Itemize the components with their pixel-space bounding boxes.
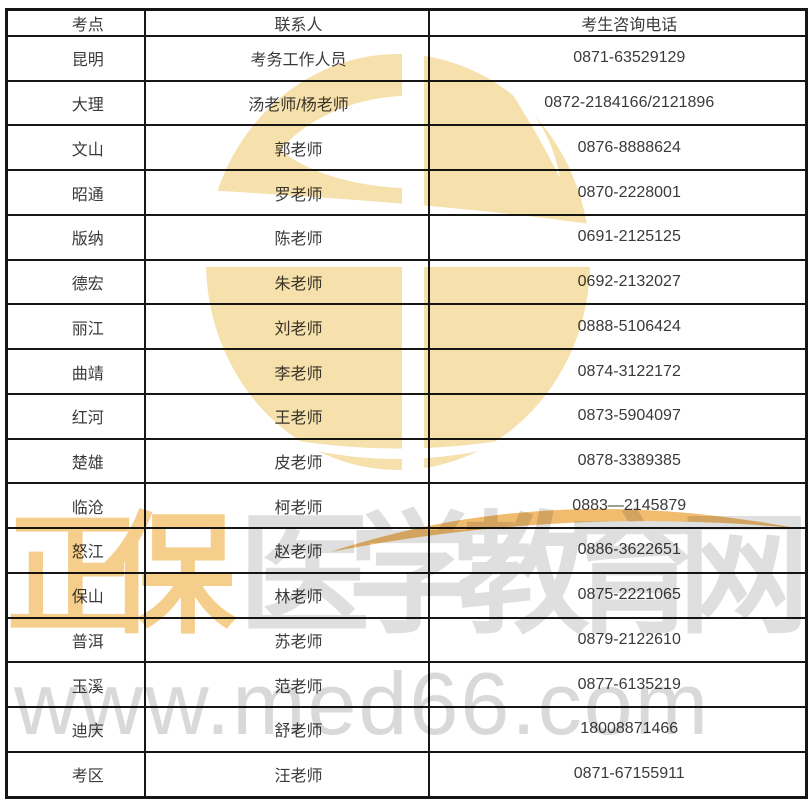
site-cell: 版纳: [5, 213, 146, 261]
site-cell: 文山: [5, 124, 146, 172]
site-cell: 昭通: [5, 169, 146, 216]
phone-cell: 0873-5904097: [427, 392, 808, 440]
table-row: 版纳 陈老师 0691-2125125: [5, 213, 808, 261]
phone-cell: 0871-63529129: [427, 35, 808, 82]
phone-cell: 18008871466: [427, 706, 808, 753]
phone-cell: 0877-6135219: [427, 661, 808, 709]
table-row: 保山 林老师 0875-2221065: [5, 571, 808, 619]
contact-cell: 范老师: [143, 661, 430, 709]
phone-cell: 0888-5106424: [427, 303, 808, 351]
contact-cell: 王老师: [143, 392, 430, 440]
contact-cell: 汤老师/杨老师: [143, 79, 430, 127]
table-row: 丽江 刘老师 0888-5106424: [5, 303, 808, 351]
phone-cell: 0875-2221065: [427, 571, 808, 619]
contact-table: 考点 联系人 考生咨询电话 昆明 考务工作人员 0871-63529129 大理 汤老师…: [5, 8, 808, 799]
table-row: 文山 郭老师 0876-8888624: [5, 124, 808, 172]
table-row: 玉溪 范老师 0877-6135219: [5, 661, 808, 709]
table-row: 昭通 罗老师 0870-2228001: [5, 169, 808, 216]
contact-cell: 皮老师: [143, 437, 430, 485]
phone-cell: 0870-2228001: [427, 169, 808, 216]
table-row: 昆明 考务工作人员 0871-63529129: [5, 35, 808, 82]
site-cell: 考区: [5, 750, 146, 799]
table-row: 曲靖 李老师 0874-3122172: [5, 348, 808, 395]
phone-cell: 0876-8888624: [427, 124, 808, 172]
table-row: 德宏 朱老师 0692-2132027: [5, 258, 808, 306]
table-row: 临沧 柯老师 0883—2145879: [5, 482, 808, 530]
contact-cell: 赵老师: [143, 527, 430, 574]
contact-cell: 朱老师: [143, 258, 430, 306]
site-cell: 丽江: [5, 303, 146, 351]
header-row: 考点 联系人 考生咨询电话: [5, 8, 808, 37]
site-cell: 德宏: [5, 258, 146, 306]
table-row: 怒江 赵老师 0886-3622651: [5, 527, 808, 574]
contact-cell: 林老师: [143, 571, 430, 619]
site-cell: 玉溪: [5, 661, 146, 709]
column-header-site: 考点: [5, 8, 146, 37]
contact-cell: 考务工作人员: [143, 35, 430, 82]
contact-cell: 柯老师: [143, 482, 430, 530]
phone-cell: 0878-3389385: [427, 437, 808, 485]
phone-cell: 0692-2132027: [427, 258, 808, 306]
table-row: 迪庆 舒老师 18008871466: [5, 706, 808, 753]
site-cell: 迪庆: [5, 706, 146, 753]
column-header-contact: 联系人: [143, 8, 430, 37]
contact-cell: 刘老师: [143, 303, 430, 351]
contact-cell: 汪老师: [143, 750, 430, 799]
contact-cell: 李老师: [143, 348, 430, 395]
site-cell: 大理: [5, 79, 146, 127]
site-cell: 楚雄: [5, 437, 146, 485]
phone-cell: 0886-3622651: [427, 527, 808, 574]
site-cell: 昆明: [5, 35, 146, 82]
contact-cell: 舒老师: [143, 706, 430, 753]
table-row: 普洱 苏老师 0879-2122610: [5, 616, 808, 664]
phone-cell: 0691-2125125: [427, 213, 808, 261]
site-cell: 曲靖: [5, 348, 146, 395]
site-cell: 保山: [5, 571, 146, 619]
phone-cell: 0874-3122172: [427, 348, 808, 395]
phone-cell: 0883—2145879: [427, 482, 808, 530]
contact-cell: 陈老师: [143, 213, 430, 261]
table-row: 考区 汪老师 0871-67155911: [5, 750, 808, 799]
contact-table-head: 考点 联系人 考生咨询电话: [5, 8, 808, 37]
site-cell: 怒江: [5, 527, 146, 574]
table-row: 大理 汤老师/杨老师 0872-2184166/2121896: [5, 79, 808, 127]
contact-table-body: 昆明 考务工作人员 0871-63529129 大理 汤老师/杨老师 0872-21841…: [5, 35, 808, 799]
site-cell: 红河: [5, 392, 146, 440]
column-header-phone: 考生咨询电话: [427, 8, 808, 37]
phone-cell: 0872-2184166/2121896: [427, 79, 808, 127]
contact-cell: 苏老师: [143, 616, 430, 664]
contact-cell: 罗老师: [143, 169, 430, 216]
phone-cell: 0879-2122610: [427, 616, 808, 664]
site-cell: 普洱: [5, 616, 146, 664]
table-row: 红河 王老师 0873-5904097: [5, 392, 808, 440]
contact-cell: 郭老师: [143, 124, 430, 172]
site-cell: 临沧: [5, 482, 146, 530]
phone-cell: 0871-67155911: [427, 750, 808, 799]
table-row: 楚雄 皮老师 0878-3389385: [5, 437, 808, 485]
